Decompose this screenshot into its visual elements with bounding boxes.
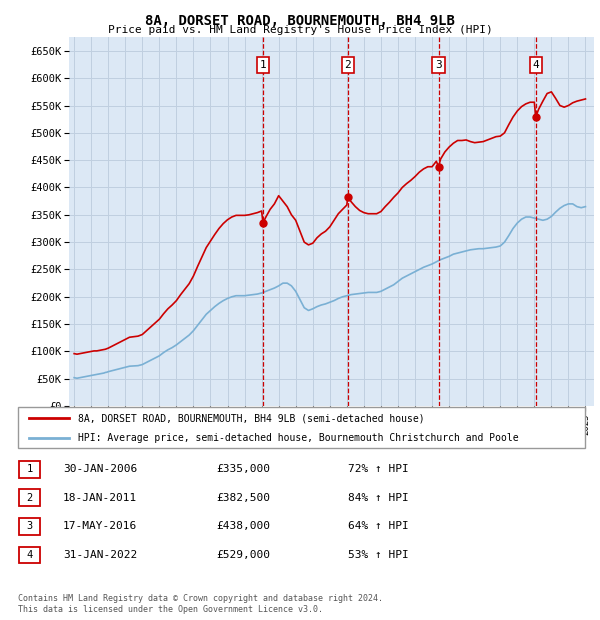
- Text: 72% ↑ HPI: 72% ↑ HPI: [348, 464, 409, 474]
- Text: 84% ↑ HPI: 84% ↑ HPI: [348, 493, 409, 503]
- Text: 53% ↑ HPI: 53% ↑ HPI: [348, 550, 409, 560]
- Text: Contains HM Land Registry data © Crown copyright and database right 2024.: Contains HM Land Registry data © Crown c…: [18, 593, 383, 603]
- Text: 64% ↑ HPI: 64% ↑ HPI: [348, 521, 409, 531]
- Text: £529,000: £529,000: [216, 550, 270, 560]
- Text: 1: 1: [260, 60, 266, 70]
- Text: 31-JAN-2022: 31-JAN-2022: [63, 550, 137, 560]
- Text: This data is licensed under the Open Government Licence v3.0.: This data is licensed under the Open Gov…: [18, 604, 323, 614]
- Text: £438,000: £438,000: [216, 521, 270, 531]
- Text: 3: 3: [26, 521, 32, 531]
- Text: Price paid vs. HM Land Registry's House Price Index (HPI): Price paid vs. HM Land Registry's House …: [107, 25, 493, 35]
- Text: 3: 3: [435, 60, 442, 70]
- Text: 2: 2: [26, 493, 32, 503]
- Text: 8A, DORSET ROAD, BOURNEMOUTH, BH4 9LB (semi-detached house): 8A, DORSET ROAD, BOURNEMOUTH, BH4 9LB (s…: [77, 413, 424, 423]
- Text: 1: 1: [26, 464, 32, 474]
- Text: 4: 4: [26, 550, 32, 560]
- Text: 4: 4: [532, 60, 539, 70]
- Text: 17-MAY-2016: 17-MAY-2016: [63, 521, 137, 531]
- Text: £382,500: £382,500: [216, 493, 270, 503]
- Text: 8A, DORSET ROAD, BOURNEMOUTH, BH4 9LB: 8A, DORSET ROAD, BOURNEMOUTH, BH4 9LB: [145, 14, 455, 28]
- Text: 30-JAN-2006: 30-JAN-2006: [63, 464, 137, 474]
- Text: HPI: Average price, semi-detached house, Bournemouth Christchurch and Poole: HPI: Average price, semi-detached house,…: [77, 433, 518, 443]
- Text: 2: 2: [344, 60, 351, 70]
- Text: £335,000: £335,000: [216, 464, 270, 474]
- Text: 18-JAN-2011: 18-JAN-2011: [63, 493, 137, 503]
